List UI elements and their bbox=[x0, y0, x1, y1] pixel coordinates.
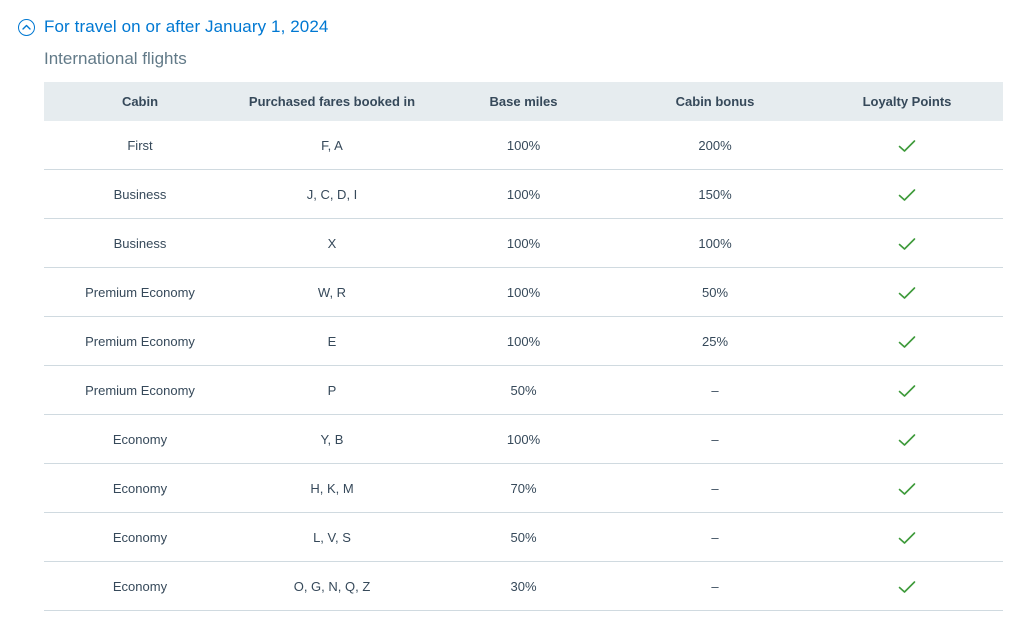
cabin-bonus-cell: 50% bbox=[619, 267, 811, 317]
table-body: First F, A 100% 200% Business J, C, D, I 100% 1… bbox=[44, 121, 1003, 611]
table-row: Premium Economy W, R 100% 50% bbox=[44, 267, 1003, 317]
checkmark-icon bbox=[898, 578, 916, 593]
base-miles-cell: 100% bbox=[428, 121, 619, 170]
table-row: Economy Y, B 100% – bbox=[44, 414, 1003, 464]
cabin-cell: Economy bbox=[44, 463, 236, 513]
base-miles-cell: 100% bbox=[428, 414, 619, 464]
base-miles-cell: 100% bbox=[428, 218, 619, 268]
section-subtitle: International flights bbox=[44, 49, 187, 68]
fares-cell: X bbox=[236, 218, 428, 268]
checkmark-icon bbox=[898, 137, 916, 152]
fares-cell: L, V, S bbox=[236, 512, 428, 562]
chevron-up-circle-icon[interactable] bbox=[18, 18, 35, 36]
cabin-bonus-cell: – bbox=[619, 463, 811, 513]
fares-cell: Y, B bbox=[236, 414, 428, 464]
base-miles-cell: 50% bbox=[428, 512, 619, 562]
base-miles-cell: 100% bbox=[428, 316, 619, 366]
fares-cell: W, R bbox=[236, 267, 428, 317]
table-row: Economy L, V, S 50% – bbox=[44, 512, 1003, 562]
cabin-cell: Economy bbox=[44, 414, 236, 464]
loyalty-points-cell bbox=[811, 121, 1003, 170]
fares-cell: O, G, N, Q, Z bbox=[236, 561, 428, 611]
base-miles-cell: 30% bbox=[428, 561, 619, 611]
base-miles-cell: 70% bbox=[428, 463, 619, 513]
loyalty-points-cell bbox=[811, 414, 1003, 464]
header-cabin: Cabin bbox=[44, 82, 236, 121]
fares-cell: E bbox=[236, 316, 428, 366]
cabin-cell: Premium Economy bbox=[44, 267, 236, 317]
fares-cell: P bbox=[236, 365, 428, 415]
cabin-cell: Economy bbox=[44, 512, 236, 562]
cabin-cell: Business bbox=[44, 169, 236, 219]
fares-cell: F, A bbox=[236, 121, 428, 170]
cabin-cell: Premium Economy bbox=[44, 316, 236, 366]
checkmark-icon bbox=[898, 529, 916, 544]
cabin-bonus-cell: 25% bbox=[619, 316, 811, 366]
checkmark-icon bbox=[898, 480, 916, 495]
base-miles-cell: 100% bbox=[428, 169, 619, 219]
accordion-title[interactable]: For travel on or after January 1, 2024 bbox=[44, 17, 329, 36]
header-fares: Purchased fares booked in bbox=[236, 82, 428, 121]
table-header-row: Cabin Purchased fares booked in Base mil… bbox=[44, 82, 1003, 121]
table-row: Business J, C, D, I 100% 150% bbox=[44, 169, 1003, 219]
table-row: Business X 100% 100% bbox=[44, 218, 1003, 268]
fares-cell: H, K, M bbox=[236, 463, 428, 513]
cabin-cell: Premium Economy bbox=[44, 365, 236, 415]
table-row: Economy H, K, M 70% – bbox=[44, 463, 1003, 513]
table-row: Premium Economy E 100% 25% bbox=[44, 316, 1003, 366]
loyalty-points-cell bbox=[811, 218, 1003, 268]
checkmark-icon bbox=[898, 235, 916, 250]
table-row: First F, A 100% 200% bbox=[44, 121, 1003, 170]
accordion-toggle[interactable]: For travel on or after January 1, 2024 bbox=[18, 14, 328, 40]
checkmark-icon bbox=[898, 284, 916, 299]
loyalty-points-cell bbox=[811, 267, 1003, 317]
cabin-cell: Business bbox=[44, 218, 236, 268]
fares-cell: J, C, D, I bbox=[236, 169, 428, 219]
loyalty-points-cell bbox=[811, 169, 1003, 219]
header-base-miles: Base miles bbox=[428, 82, 619, 121]
base-miles-cell: 50% bbox=[428, 365, 619, 415]
cabin-bonus-cell: – bbox=[619, 561, 811, 611]
base-miles-cell: 100% bbox=[428, 267, 619, 317]
checkmark-icon bbox=[898, 382, 916, 397]
checkmark-icon bbox=[898, 186, 916, 201]
header-loyalty-points: Loyalty Points bbox=[811, 82, 1003, 121]
cabin-cell: First bbox=[44, 121, 236, 170]
cabin-bonus-cell: 200% bbox=[619, 121, 811, 170]
loyalty-points-cell bbox=[811, 365, 1003, 415]
checkmark-icon bbox=[898, 431, 916, 446]
cabin-bonus-cell: – bbox=[619, 365, 811, 415]
cabin-bonus-cell: – bbox=[619, 414, 811, 464]
cabin-cell: Economy bbox=[44, 561, 236, 611]
table-row: Premium Economy P 50% – bbox=[44, 365, 1003, 415]
checkmark-icon bbox=[898, 333, 916, 348]
fare-table: Cabin Purchased fares booked in Base mil… bbox=[44, 82, 1003, 611]
cabin-bonus-cell: 100% bbox=[619, 218, 811, 268]
loyalty-points-cell bbox=[811, 561, 1003, 611]
table-row: Economy O, G, N, Q, Z 30% – bbox=[44, 561, 1003, 611]
cabin-bonus-cell: 150% bbox=[619, 169, 811, 219]
header-cabin-bonus: Cabin bonus bbox=[619, 82, 811, 121]
loyalty-points-cell bbox=[811, 463, 1003, 513]
cabin-bonus-cell: – bbox=[619, 512, 811, 562]
loyalty-points-cell bbox=[811, 316, 1003, 366]
loyalty-points-cell bbox=[811, 512, 1003, 562]
